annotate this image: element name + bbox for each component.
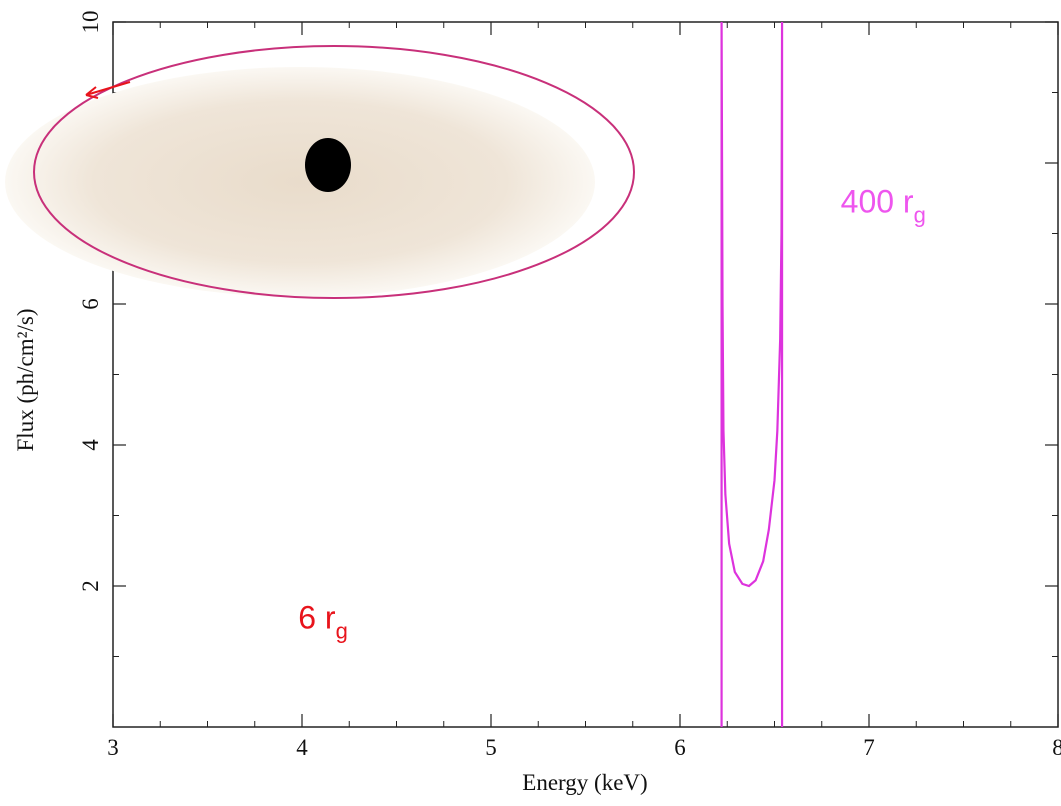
- x-tick-label: 8: [1052, 735, 1061, 760]
- y-tick-label: 10: [78, 11, 103, 34]
- annotation-text: 6 r: [298, 599, 336, 635]
- x-tick-label: 6: [674, 735, 686, 760]
- black-hole: [305, 138, 351, 192]
- disk-orbit: [33, 45, 635, 299]
- x-tick-label: 4: [296, 735, 308, 760]
- orbit-arrow: [85, 81, 131, 99]
- disk-shadow: [5, 67, 595, 297]
- y-tick-label: 6: [78, 298, 103, 310]
- annotation: 6 rg: [298, 599, 348, 643]
- x-axis-label: Energy (keV): [522, 770, 647, 795]
- x-tick-label: 5: [485, 735, 497, 760]
- y-axis-label: Flux (ph/cm²/s): [13, 309, 38, 452]
- plot-area: [720, 22, 784, 727]
- x-tick-label: 7: [863, 735, 875, 760]
- annotation-subscript: g: [914, 202, 926, 227]
- annotation-subscript: g: [336, 618, 348, 643]
- labels: Energy (keV) Flux (ph/cm²/s): [13, 309, 648, 795]
- y-tick-label: 2: [78, 580, 103, 592]
- x-tick-label: 3: [107, 735, 119, 760]
- disk-illustration: [5, 45, 635, 299]
- line-series: [720, 22, 784, 727]
- annotation-text: 400 r: [841, 183, 914, 219]
- annotation: 400 rg: [841, 183, 926, 227]
- y-tick-label: 4: [78, 439, 103, 451]
